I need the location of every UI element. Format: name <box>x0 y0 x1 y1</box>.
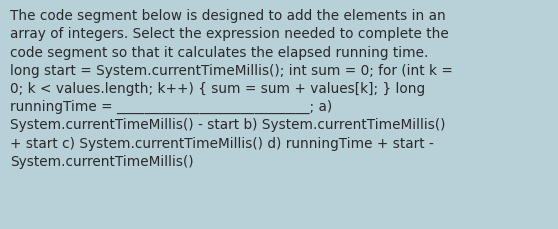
Text: The code segment below is designed to add the elements in an
array of integers. : The code segment below is designed to ad… <box>10 9 453 168</box>
